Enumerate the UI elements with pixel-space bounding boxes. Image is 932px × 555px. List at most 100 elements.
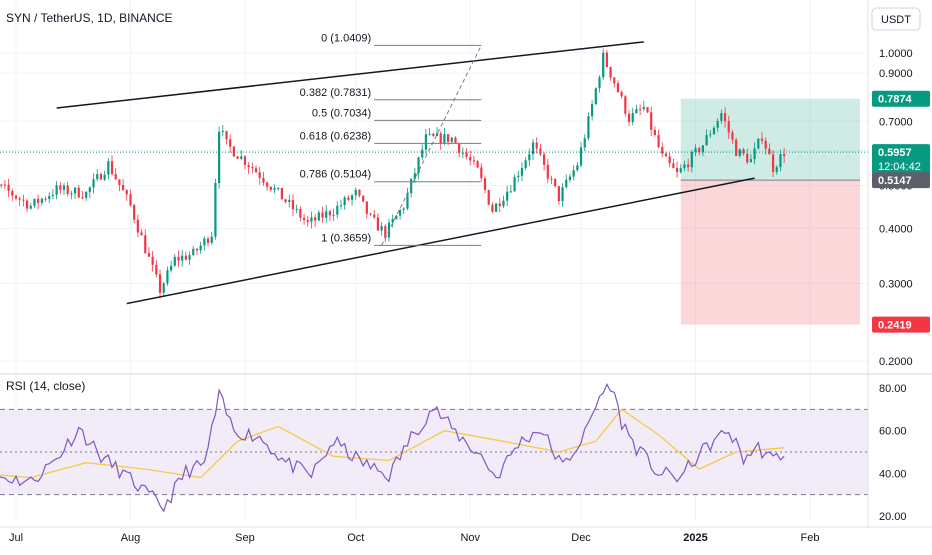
candle-body xyxy=(395,215,398,220)
candle-body xyxy=(147,253,151,257)
time-tick-label: Oct xyxy=(347,532,364,544)
rsi-pane xyxy=(0,383,785,513)
candle-body xyxy=(587,116,590,139)
fib-level-label: 0.618 (0.6238) xyxy=(300,130,372,142)
candle-body xyxy=(325,211,328,218)
candle-body xyxy=(247,165,250,168)
candle-body xyxy=(424,134,428,150)
price-tag-current xyxy=(872,144,930,175)
candle-body xyxy=(672,163,675,168)
position-zones xyxy=(680,98,860,325)
target-zone xyxy=(680,98,860,181)
candle-body xyxy=(48,196,51,200)
candle-body xyxy=(398,209,402,216)
candle-body xyxy=(631,113,634,123)
rsi-band-fill xyxy=(0,409,868,495)
price-tag-target xyxy=(872,90,930,107)
candle-body xyxy=(302,217,306,220)
candle-body xyxy=(531,142,535,155)
time-tick-label: 2025 xyxy=(683,532,707,544)
drawings: 0 (1.0409) 0.382 (0.7831) 0.5 (0.7034) 0.61… xyxy=(0,32,868,305)
candle-body xyxy=(742,149,745,154)
candle-body xyxy=(339,205,343,207)
candle-body xyxy=(40,198,43,203)
candle-body xyxy=(14,195,18,199)
candle-body xyxy=(192,248,195,256)
candle-body xyxy=(609,66,612,78)
candle-body xyxy=(657,135,660,148)
candle-body xyxy=(358,189,361,196)
candle-body xyxy=(88,187,91,192)
candle-body xyxy=(133,205,136,220)
candle-body xyxy=(421,149,424,158)
candle-body xyxy=(284,199,287,202)
candle-body xyxy=(723,113,727,122)
candle-body xyxy=(173,256,176,266)
candle-body xyxy=(668,156,671,164)
candle-body xyxy=(472,160,476,162)
price-tick-label: 1.0000 xyxy=(879,48,913,60)
rsi-tick-label: 20.00 xyxy=(879,511,907,523)
candle-body xyxy=(731,132,734,140)
price-tag-current-text: 0.5957 xyxy=(878,147,912,159)
time-tick-label: Aug xyxy=(121,532,141,544)
rsi-tick-label: 80.00 xyxy=(879,383,907,395)
candle-body xyxy=(528,154,531,161)
candle-body xyxy=(336,205,339,215)
candle-body xyxy=(746,153,749,163)
candle-body xyxy=(110,161,114,174)
candle-body xyxy=(635,109,638,114)
candle-body xyxy=(273,188,276,190)
currency-button[interactable]: USDT xyxy=(871,7,921,31)
candle-body xyxy=(687,164,690,168)
rsi-grid xyxy=(0,408,868,496)
candle-body xyxy=(591,104,594,117)
candle-body xyxy=(543,154,546,165)
candles xyxy=(0,48,786,299)
candle-body xyxy=(280,187,283,200)
candle-body xyxy=(343,197,346,206)
candle-body xyxy=(694,148,697,152)
candle-body xyxy=(96,174,99,180)
candle-body xyxy=(170,265,173,271)
candle-body xyxy=(44,198,47,200)
candle-body xyxy=(598,77,601,89)
candle-body xyxy=(709,134,712,136)
candle-body xyxy=(118,179,121,186)
candle-body xyxy=(513,177,516,192)
candle-body xyxy=(184,255,187,260)
price-tick-label: 0.7000 xyxy=(879,116,913,128)
candle-body xyxy=(51,194,55,197)
candle-body xyxy=(413,173,416,179)
fib-level-label: 0.5 (0.7034) xyxy=(312,107,371,119)
candle-body xyxy=(125,190,128,195)
candle-body xyxy=(269,186,272,190)
candle-body xyxy=(487,190,490,205)
candle-body xyxy=(155,264,158,275)
candle-body xyxy=(232,146,235,157)
candle-body xyxy=(450,137,453,142)
rsi-ma-line xyxy=(0,408,785,479)
candle-body xyxy=(402,208,405,210)
candle-body xyxy=(328,211,332,216)
candle-body xyxy=(37,198,40,203)
price-tick-label: 0.9000 xyxy=(879,68,913,80)
candle-body xyxy=(151,256,154,265)
candle-body xyxy=(7,184,10,191)
candle-body xyxy=(568,176,572,180)
candle-body xyxy=(639,109,642,111)
candle-body xyxy=(624,96,627,114)
candle-body xyxy=(653,129,656,136)
candle-body xyxy=(664,153,668,157)
candle-body xyxy=(775,167,778,172)
candle-body xyxy=(177,256,180,261)
candle-body xyxy=(277,187,280,189)
candle-body xyxy=(73,187,77,194)
candle-body xyxy=(720,113,723,121)
candle-body xyxy=(380,226,383,231)
candle-body xyxy=(627,113,631,123)
candle-body xyxy=(583,138,586,148)
candle-body xyxy=(59,185,62,190)
